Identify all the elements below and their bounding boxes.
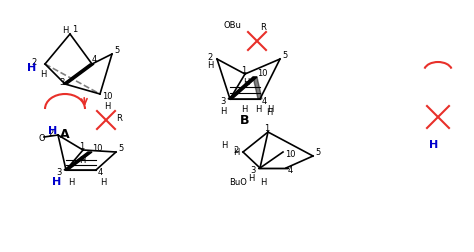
Text: 1: 1	[264, 123, 269, 133]
Text: 2: 2	[233, 145, 238, 154]
Text: 5: 5	[282, 51, 287, 60]
Text: 3: 3	[220, 97, 225, 106]
Text: H: H	[260, 177, 266, 186]
Text: 4: 4	[288, 165, 293, 174]
Text: H: H	[62, 26, 68, 35]
Text: 1: 1	[79, 141, 84, 150]
Text: 4: 4	[92, 55, 97, 64]
Text: 3: 3	[56, 167, 61, 176]
Text: H: H	[40, 70, 46, 79]
Text: H: H	[48, 125, 57, 136]
Text: R: R	[260, 23, 266, 32]
Text: 10: 10	[285, 149, 295, 158]
Text: 1: 1	[241, 66, 246, 75]
Text: 10: 10	[92, 143, 102, 152]
Text: H: H	[233, 147, 239, 156]
Text: 3: 3	[250, 165, 255, 174]
Text: H: H	[104, 102, 110, 111]
Text: H: H	[255, 105, 261, 114]
Text: 5: 5	[114, 46, 119, 55]
Text: 10: 10	[102, 92, 112, 101]
Text: 5: 5	[118, 143, 123, 152]
Text: H: H	[207, 61, 213, 70]
Text: H: H	[221, 140, 228, 149]
Text: H: H	[267, 105, 273, 114]
Text: 10: 10	[257, 69, 267, 78]
Polygon shape	[64, 152, 92, 170]
Text: H: H	[100, 177, 106, 186]
Text: 2: 2	[207, 53, 212, 62]
Text: OBu: OBu	[223, 21, 241, 30]
Text: H: H	[241, 105, 247, 114]
Text: H: H	[68, 177, 74, 186]
Text: 2: 2	[32, 58, 37, 67]
Text: 4: 4	[262, 97, 267, 106]
Text: R: R	[116, 114, 122, 122]
Text: BuO: BuO	[229, 177, 247, 186]
Text: 5: 5	[315, 147, 320, 156]
Text: H: H	[429, 139, 438, 149]
Text: H: H	[266, 108, 273, 116]
Text: H: H	[27, 63, 36, 73]
Polygon shape	[228, 78, 257, 100]
Text: B: B	[240, 114, 250, 127]
Text: H: H	[79, 155, 85, 164]
Polygon shape	[63, 65, 94, 85]
Text: H: H	[243, 78, 249, 87]
Polygon shape	[253, 78, 262, 100]
Text: A: A	[60, 128, 70, 140]
Text: 1: 1	[72, 25, 77, 34]
Text: H: H	[220, 107, 227, 115]
Text: 4: 4	[98, 167, 103, 176]
Text: 2: 2	[48, 129, 53, 137]
Text: 3: 3	[59, 78, 64, 87]
Text: O: O	[38, 134, 45, 142]
Text: H: H	[248, 173, 255, 182]
Text: H: H	[52, 176, 61, 186]
